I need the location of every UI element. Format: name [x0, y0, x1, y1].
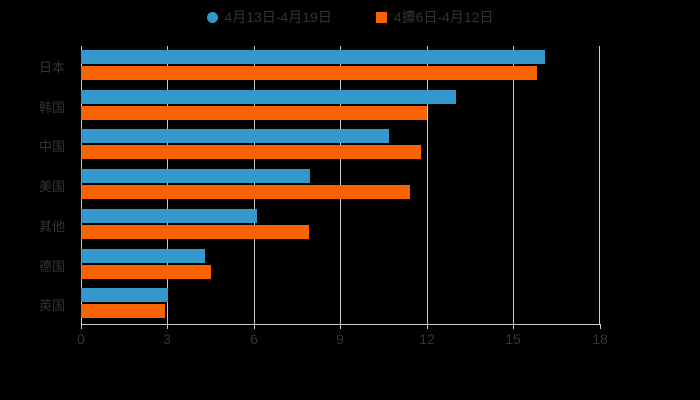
y-axis-tick-label: 美国: [38, 179, 65, 194]
x-axis-tick-label: 0: [77, 331, 85, 347]
bar-series-1[interactable]: [81, 169, 310, 184]
legend-label-series-1: 4月13日-4月19日: [224, 9, 332, 25]
legend-label-series-2: 4攈6日-4月12日: [393, 9, 494, 25]
bar-series-2[interactable]: [81, 304, 165, 319]
legend-item-series-1[interactable]: 4月13日-4月19日: [206, 9, 332, 25]
gridline-3: [167, 46, 168, 324]
x-axis-tick-label: 6: [250, 331, 258, 347]
bar-series-1[interactable]: [81, 89, 456, 104]
x-axis-tick: [167, 324, 168, 329]
bar-series-1[interactable]: [81, 50, 545, 64]
bar-group-japan: [81, 46, 600, 86]
bar-group-china: [81, 125, 600, 165]
x-axis-tick-label: 9: [336, 331, 344, 347]
x-axis-tick: [340, 324, 341, 329]
x-axis-tick-label: 15: [505, 331, 521, 347]
x-axis-tick-label: 18: [592, 331, 608, 347]
x-axis-tick: [81, 324, 82, 329]
x-axis-tick: [254, 324, 255, 329]
bar-group-korea: [81, 86, 600, 126]
x-axis-tick: [513, 324, 514, 329]
bar-series-1[interactable]: [81, 288, 168, 303]
gridline-12: [427, 46, 428, 324]
gridline-18: [599, 46, 600, 324]
x-axis-line: [81, 324, 601, 325]
chart-legend: 4月13日-4月19日 4攈6日-4月12日: [0, 4, 700, 30]
y-axis-tick-label: 韩国: [38, 100, 65, 115]
bar-series-1[interactable]: [81, 248, 205, 263]
bar-series-2[interactable]: [81, 145, 421, 160]
x-axis-labels: 0 3 6 9 12 15 18: [0, 332, 700, 352]
legend-item-series-2[interactable]: 4攈6日-4月12日: [375, 9, 494, 25]
y-axis-tick-label: 德国: [38, 259, 65, 274]
y-axis-line: [81, 46, 82, 324]
bar-series-1[interactable]: [81, 129, 389, 144]
bar-group-uk: [81, 284, 600, 324]
y-axis-tick-label: 中国: [38, 139, 65, 154]
bar-series-2[interactable]: [81, 224, 309, 239]
gridline-6: [254, 46, 255, 324]
bar-series-2[interactable]: [81, 105, 427, 120]
bar-series-2[interactable]: [81, 185, 410, 200]
legend-marker-circle-icon: [206, 11, 218, 23]
gridline-9: [340, 46, 341, 324]
bar-group-other: [81, 205, 600, 245]
y-axis-tick-label: 英国: [38, 298, 65, 313]
y-axis-tick-label: 其他: [38, 219, 65, 234]
legend-marker-square-icon: [375, 11, 387, 23]
gridline-15: [513, 46, 514, 324]
y-axis-labels: 日本 韩国 中国 美国 其他 德国 英国: [0, 46, 74, 324]
bar-series-2[interactable]: [81, 264, 211, 279]
x-axis-tick: [600, 324, 601, 329]
bar-group-germany: [81, 245, 600, 285]
x-axis-tick: [427, 324, 428, 329]
plot-area: [81, 46, 600, 324]
x-axis-tick-label: 3: [163, 331, 171, 347]
bar-rows: [81, 46, 600, 324]
x-axis-tick-label: 12: [419, 331, 435, 347]
y-axis-tick-label: 日本: [38, 60, 65, 75]
bar-group-usa: [81, 165, 600, 205]
bar-series-2[interactable]: [81, 66, 537, 80]
bar-series-1[interactable]: [81, 208, 257, 223]
